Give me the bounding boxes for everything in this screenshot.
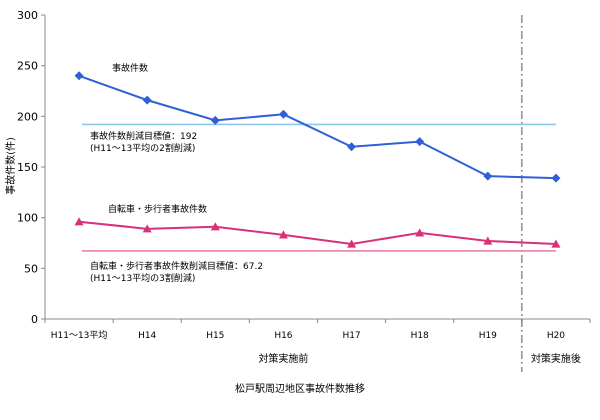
data-point — [483, 236, 493, 245]
x-tick-label: H16 — [274, 331, 292, 341]
data-point — [74, 71, 84, 81]
data-point — [142, 224, 152, 233]
target-label: 事故件数削減目標値：192 — [90, 130, 197, 142]
y-tick-label: 100 — [17, 212, 38, 225]
y-tick-label: 300 — [17, 9, 38, 22]
target-label-note: (H11～13平均の2割削減) — [90, 142, 195, 154]
y-tick-label: 0 — [31, 313, 38, 326]
series-line — [78, 220, 556, 246]
target-label-note: (H11～13平均の3割削減) — [90, 272, 195, 284]
data-point — [210, 115, 220, 125]
x-tick-label: H17 — [342, 331, 360, 341]
data-point — [142, 95, 152, 105]
data-point — [415, 228, 425, 237]
target-lines: 事故件数削減目標値：192(H11～13平均の2割削減) 自転車・歩行者事故件数削… — [82, 123, 556, 284]
period-label: 対策実施前 — [258, 352, 308, 365]
data-point — [415, 137, 425, 147]
x-tick-label: H20 — [547, 331, 565, 341]
x-axis: H11～13平均 H14 H15 H16 H17 H18 H19 H20 — [44, 15, 591, 372]
data-point — [483, 171, 493, 181]
x-tick-label: H11～13平均 — [51, 329, 108, 341]
x-tick-label: H18 — [411, 331, 429, 341]
data-point — [210, 222, 220, 231]
data-point — [278, 109, 288, 119]
y-tick-label: 250 — [17, 60, 38, 73]
data-point — [74, 217, 84, 226]
series-line — [78, 74, 556, 180]
chart-title: 松戸駅周辺地区事故件数推移 — [235, 382, 365, 395]
period-label: 対策実施後 — [531, 352, 581, 365]
y-axis: 0 50 100 150 200 250 300 — [17, 9, 46, 326]
period-labels: 対策実施前 対策実施後 — [258, 352, 581, 365]
y-tick-label: 200 — [17, 110, 38, 123]
target-label: 自転車・歩行者事故件数削減目標値：67.2 — [90, 260, 263, 272]
x-tick-label: H14 — [138, 331, 156, 341]
y-axis-label: 事故件数(件) — [4, 137, 17, 195]
data-point — [551, 173, 561, 183]
y-tick-label: 150 — [17, 161, 38, 174]
data-point — [347, 142, 357, 152]
data-point — [278, 230, 288, 239]
data-point — [551, 239, 561, 248]
series-label: 事故件数 — [112, 62, 148, 74]
data-point — [347, 239, 357, 248]
y-tick-label: 50 — [24, 262, 38, 275]
x-tick-label: H19 — [479, 331, 497, 341]
series-label: 自転車・歩行者事故件数 — [108, 203, 207, 215]
x-tick-label: H15 — [206, 331, 224, 341]
